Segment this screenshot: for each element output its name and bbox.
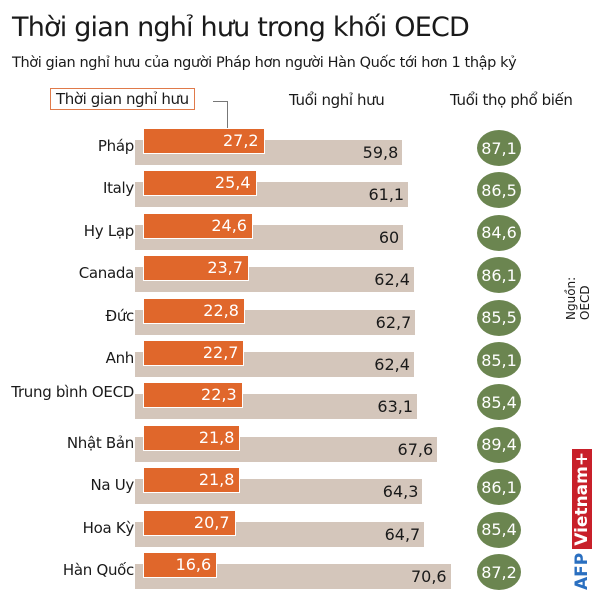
legend-retirement-age: Tuổi nghỉ hưu [289,91,385,109]
retirement-time-bar [143,128,265,154]
life-expectancy-badge: 85,4 [477,511,521,548]
retirement-time-value: 25,4 [214,173,251,193]
legend-connector [227,101,228,128]
legend-retirement-time: Thời gian nghỉ hưu [50,88,195,110]
life-expectancy-badge: 85,4 [477,384,521,421]
vietnam-logo-text: Vietnam+ [572,448,592,549]
retirement-time-bar [143,212,253,239]
category-label: Anh [105,349,135,367]
retirement-time-value: 24,6 [211,215,247,235]
source-note: Nguồn: OECD [564,276,592,320]
retirement-time-value: 16,6 [175,555,212,574]
retirement-age-value: 61,1 [368,185,405,205]
retirement-time-bar [143,382,243,409]
life-expectancy-badge: 87,2 [477,554,521,590]
chart-title: Thời gian nghỉ hưu trong khối OECD [12,12,470,43]
life-expectancy-badge: 85,1 [477,342,521,378]
retirement-time-bar [143,297,245,324]
afp-vietnam-logo: AFP Vietnam+ [572,448,592,590]
retirement-time-value: 22,3 [201,385,237,405]
retirement-time-bar [143,255,249,282]
retirement-age-value: 62,7 [375,312,412,332]
retirement-time-value: 21,8 [198,427,235,447]
life-expectancy-badge: 86,1 [477,257,521,294]
life-expectancy-badge: 84,6 [477,214,521,251]
legend-connector [213,101,227,102]
retirement-age-value: 70,6 [410,567,447,586]
category-label: Italy [102,179,134,198]
retirement-time-value: 23,7 [207,258,243,278]
legend-life-expectancy: Tuổi thọ phổ biến [450,91,573,109]
retirement-age-value: 67,6 [397,439,434,459]
life-expectancy-badge: 85,5 [477,299,521,336]
category-label: Hoa Kỳ [82,518,135,537]
retirement-age-value: 60 [378,227,400,247]
category-label: Na Uy [90,476,134,495]
retirement-time-bar [143,509,236,536]
retirement-time-value: 22,8 [203,300,239,320]
retirement-time-value: 21,8 [198,470,235,490]
retirement-age-value: 64,7 [384,524,421,544]
life-expectancy-badge: 86,1 [477,469,521,506]
life-expectancy-badge: 87,1 [477,130,521,166]
retirement-time-bar [143,424,241,451]
retirement-time-value: 20,7 [193,512,230,532]
life-expectancy-badge: 86,5 [477,172,521,209]
category-label: Hy Lạp [83,221,135,240]
category-label: Canada [78,264,135,283]
category-label: Trung bình OECD [11,383,134,402]
retirement-time-bar [143,467,241,494]
retirement-time-value: 27,2 [222,131,259,150]
retirement-age-value: 59,8 [362,143,399,162]
life-expectancy-badge: 89,4 [477,426,521,463]
retirement-time-value: 22,7 [202,343,239,362]
chart-subtitle: Thời gian nghỉ hưu của người Pháp hơn ng… [12,55,517,71]
retirement-age-value: 63,1 [377,397,414,417]
retirement-age-value: 62,4 [374,355,410,374]
retirement-age-value: 62,4 [374,270,410,290]
category-label: Nhật Bản [66,433,134,452]
retirement-time-bar [143,170,257,197]
category-label: Hàn Quốc [62,561,134,579]
afp-logo-text: AFP [572,552,592,590]
retirement-age-value: 64,3 [382,482,419,502]
category-label: Đức [105,306,135,325]
category-label: Pháp [97,137,134,155]
retirement-time-bar [143,552,218,578]
retirement-time-bar [143,340,245,366]
